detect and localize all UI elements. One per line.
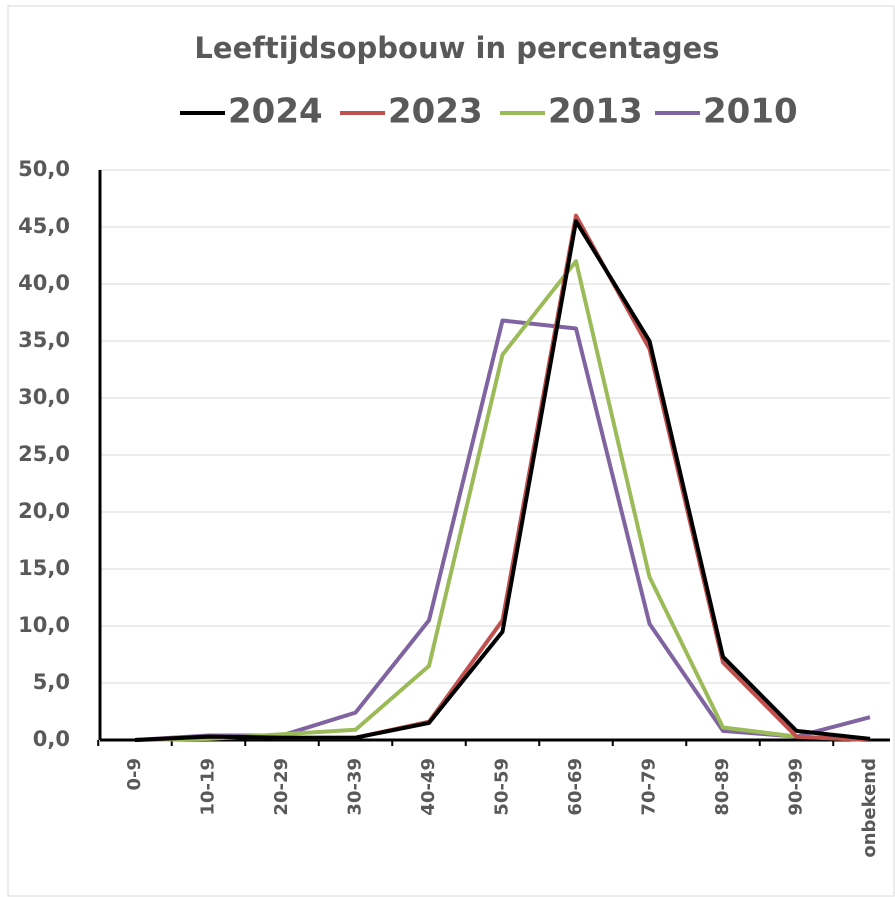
y-tick-label: 30,0 [18, 385, 70, 409]
x-tick-label: 20-29 [271, 758, 292, 816]
legend-label: 2023 [388, 92, 483, 132]
x-tick-label: 10-19 [198, 758, 219, 816]
x-tick-label: 50-59 [492, 758, 513, 816]
y-tick-label: 5,0 [33, 670, 70, 694]
x-tick-label: 0-9 [124, 758, 145, 791]
x-tick-label: 80-89 [712, 758, 733, 816]
y-tick-label: 35,0 [18, 328, 70, 352]
y-tick-label: 20,0 [18, 499, 70, 523]
y-tick-label: 10,0 [18, 613, 70, 637]
legend-label: 2010 [703, 92, 798, 132]
y-tick-label: 0,0 [33, 727, 70, 751]
y-tick-label: 45,0 [18, 214, 70, 238]
x-tick-label: onbekend [859, 758, 880, 858]
x-tick-label: 60-69 [565, 758, 586, 816]
x-tick-label: 30-39 [345, 758, 366, 816]
x-tick-label: 90-99 [786, 758, 807, 816]
chart-title: Leeftijdsopbouw in percentages [194, 31, 719, 65]
y-tick-label: 40,0 [18, 271, 70, 295]
y-tick-label: 25,0 [18, 442, 70, 466]
x-tick-label: 40-49 [418, 758, 439, 816]
y-tick-label: 50,0 [18, 157, 70, 181]
legend-label: 2024 [228, 92, 323, 132]
legend-label: 2013 [548, 92, 643, 132]
series-line [134, 219, 871, 742]
x-tick-label: 70-79 [639, 758, 660, 816]
chart-frame [7, 5, 895, 897]
y-tick-label: 15,0 [18, 556, 70, 580]
